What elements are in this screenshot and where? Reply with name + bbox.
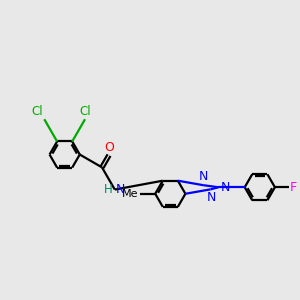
Text: N: N bbox=[206, 191, 216, 204]
Text: Cl: Cl bbox=[79, 105, 91, 118]
Text: Cl: Cl bbox=[31, 105, 43, 118]
Text: N: N bbox=[199, 170, 208, 183]
Text: N: N bbox=[116, 183, 125, 196]
Text: N: N bbox=[221, 181, 230, 194]
Text: Me: Me bbox=[122, 189, 138, 199]
Text: H: H bbox=[103, 183, 112, 196]
Text: F: F bbox=[290, 181, 297, 194]
Text: O: O bbox=[104, 141, 114, 154]
